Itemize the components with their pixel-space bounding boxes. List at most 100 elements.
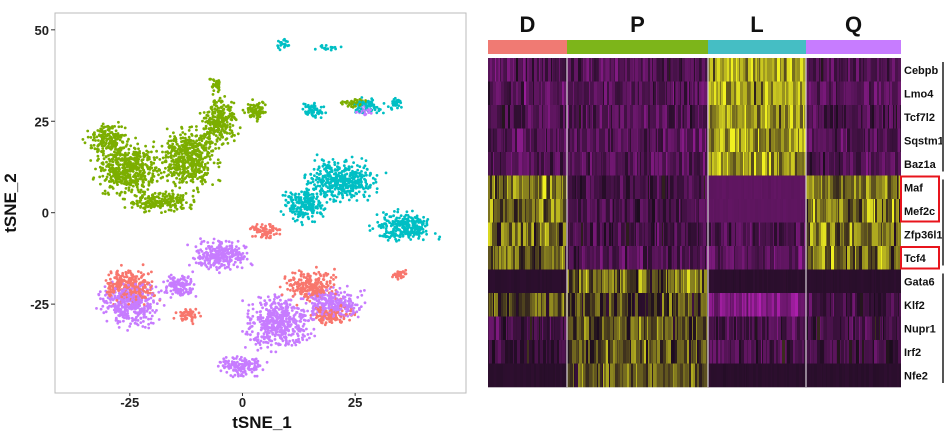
scatter-point-L xyxy=(348,180,352,184)
scatter-point-D xyxy=(255,223,259,226)
scatter-point-Q xyxy=(237,363,241,367)
scatter-point-P xyxy=(217,128,221,132)
scatter-point-L xyxy=(410,216,413,220)
scatter-point-L xyxy=(319,116,323,119)
scatter-point-L xyxy=(403,221,406,225)
scatter-point-D xyxy=(348,318,351,322)
scatter-point-Q xyxy=(149,317,153,321)
scatter-point-P xyxy=(353,98,357,101)
scatter-point-P xyxy=(172,173,176,177)
scatter-point-P xyxy=(217,110,221,114)
scatter-point-P xyxy=(145,164,149,167)
scatter-point-P xyxy=(180,152,184,156)
scatter-point-Q xyxy=(274,342,278,345)
scatter-point-Q xyxy=(134,310,137,314)
scatter-point-P xyxy=(141,162,145,166)
scatter-point-P xyxy=(101,192,105,195)
scatter-point-P xyxy=(179,133,182,137)
scatter-point-Q xyxy=(248,360,252,364)
scatter-point-D xyxy=(275,232,278,236)
scatter-point-P xyxy=(227,115,231,119)
scatter-point-D xyxy=(392,273,395,277)
scatter-point-Q xyxy=(242,255,246,258)
scatter-point-Q xyxy=(242,367,246,371)
scatter-point-D xyxy=(320,321,324,325)
scatter-point-Q xyxy=(141,325,145,328)
scatter-point-Q xyxy=(269,350,273,354)
scatter-point-L xyxy=(294,192,297,196)
scatter-point-P xyxy=(173,202,177,206)
scatter-point-Q xyxy=(106,306,110,309)
scatter-point-Q xyxy=(146,302,150,305)
scatter-point-L xyxy=(398,235,402,239)
scatter-point-Q xyxy=(212,237,216,241)
scatter-point-L xyxy=(313,159,317,162)
scatter-point-Q xyxy=(224,239,228,243)
scatter-point-P xyxy=(198,167,201,171)
scatter-point-D xyxy=(334,275,338,279)
scatter-point-L xyxy=(364,159,368,163)
scatter-point-Q xyxy=(274,350,278,354)
scatter-point-Q xyxy=(206,241,210,244)
scatter-point-P xyxy=(215,81,219,85)
scatter-point-P xyxy=(191,194,195,198)
scatter-point-L xyxy=(361,185,364,189)
scatter-point-P xyxy=(127,137,130,141)
scatter-point-L xyxy=(319,212,323,215)
scatter-point-P xyxy=(155,169,159,173)
scatter-point-L xyxy=(411,209,414,213)
scatter-point-P xyxy=(177,152,181,156)
scatter-point-P xyxy=(106,191,110,195)
scatter-point-Q xyxy=(255,338,259,342)
scatter-point-P xyxy=(198,111,202,115)
scatter-point-Q xyxy=(265,331,269,335)
scatter-point-Q xyxy=(290,309,294,312)
scatter-point-Q xyxy=(269,343,273,347)
scatter-point-L xyxy=(343,179,347,183)
scatter-point-Q xyxy=(147,322,151,326)
scatter-point-Q xyxy=(248,322,252,325)
scatter-point-P xyxy=(89,159,93,162)
scatter-point-D xyxy=(122,278,126,282)
scatter-point-L xyxy=(424,229,428,233)
scatter-point-P xyxy=(146,154,149,157)
scatter-point-Q xyxy=(250,362,254,365)
scatter-point-P xyxy=(254,109,258,113)
scatter-point-L xyxy=(393,210,396,213)
scatter-point-Q xyxy=(287,324,290,327)
scatter-point-P xyxy=(100,168,103,171)
scatter-point-Q xyxy=(309,332,313,335)
scatter-point-P xyxy=(200,180,204,183)
scatter-point-Q xyxy=(220,241,223,244)
scatter-point-Q xyxy=(137,297,140,300)
scatter-point-Q xyxy=(188,291,192,295)
scatter-point-P xyxy=(151,145,155,149)
scatter-point-L xyxy=(371,227,375,231)
scatter-point-L xyxy=(425,232,428,236)
scatter-point-Q xyxy=(291,332,295,336)
scatter-point-P xyxy=(106,124,110,128)
scatter-point-L xyxy=(311,220,314,224)
scatter-point-Q xyxy=(142,315,146,319)
scatter-point-L xyxy=(292,210,296,214)
scatter-point-L xyxy=(415,216,419,220)
scatter-point-P xyxy=(142,180,145,184)
scatter-point-D xyxy=(146,281,150,284)
scatter-point-L xyxy=(364,171,367,175)
scatter-point-Q xyxy=(306,319,310,323)
scatter-point-Q xyxy=(207,245,210,248)
scatter-point-Q xyxy=(152,299,155,302)
scatter-point-D xyxy=(280,293,284,297)
scatter-point-P xyxy=(96,150,99,154)
scatter-point-Q xyxy=(126,329,129,332)
scatter-point-P xyxy=(182,166,186,170)
scatter-point-P xyxy=(176,193,180,197)
scatter-point-D xyxy=(109,284,112,288)
scatter-point-D xyxy=(328,320,332,323)
scatter-point-P xyxy=(217,146,221,150)
scatter-point-P xyxy=(120,140,124,144)
scatter-point-D xyxy=(106,281,110,285)
scatter-point-Q xyxy=(199,262,203,266)
scatter-point-L xyxy=(301,223,304,227)
scatter-point-Q xyxy=(312,327,316,331)
